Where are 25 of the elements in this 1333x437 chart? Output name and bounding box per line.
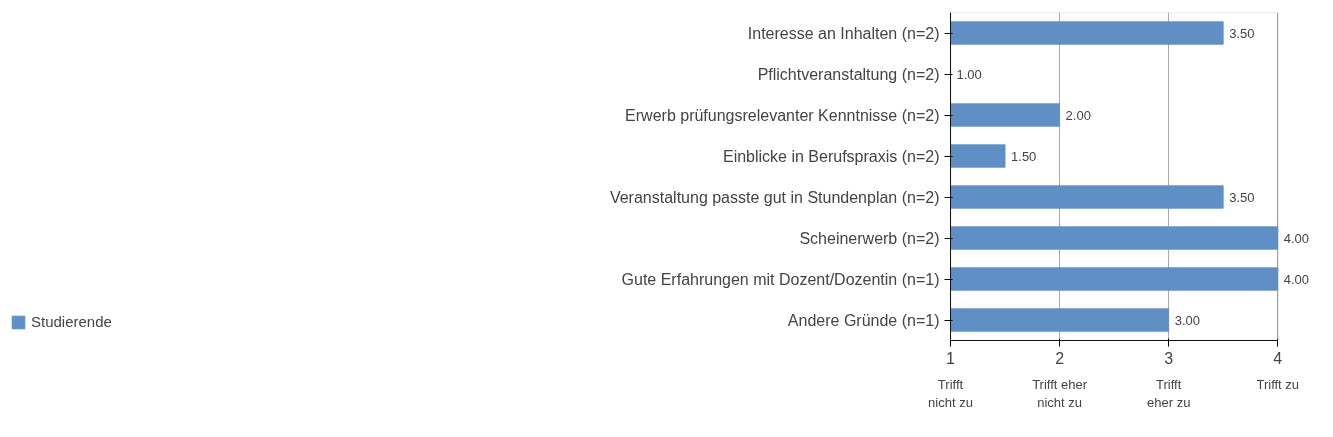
data-label: 4.00 <box>1283 230 1310 246</box>
legend-label: Studierende <box>31 313 112 330</box>
text: Trifft nicht zu <box>928 376 973 410</box>
y-tick-label: Veranstaltung passte gut in Stundenplan (n=2) <box>609 188 940 206</box>
y-tick-label: Einblicke in Berufspraxis (n=2) <box>722 147 940 165</box>
x-tick-label: 1 <box>946 349 956 367</box>
y-tick-label: Pflichtveranstaltung (n=2) <box>757 65 940 83</box>
data-label: 1.00 <box>956 66 982 82</box>
y-tick-label: Scheinerwerb (n=2) <box>799 229 940 247</box>
text: Trifft zu <box>1256 376 1300 392</box>
data-label: 2.00 <box>1065 107 1091 123</box>
y-tick-label: Interesse an Inhalten (n=2) <box>747 24 940 42</box>
data-label: 1.50 <box>1011 148 1037 164</box>
x-tick-label: 4 <box>1273 349 1283 367</box>
y-tick-label: Andere Gründe (n=1) <box>787 311 940 329</box>
data-label: 3.50 <box>1229 189 1255 205</box>
text: Trifft eher nicht zu <box>1032 376 1088 410</box>
data-label: 3.00 <box>1174 312 1200 328</box>
y-tick-label: Erwerb prüfungsrelevanter Kenntnisse (n=2) <box>625 106 940 124</box>
x-tick-label: 3 <box>1164 349 1174 367</box>
x-tick-label: 2 <box>1055 349 1065 367</box>
y-tick-label: Gute Erfahrungen mit Dozent/Dozentin (n=1) <box>621 270 940 288</box>
text: Trifft eher zu <box>1147 376 1191 410</box>
data-label: 3.50 <box>1229 25 1255 41</box>
data-label: 4.00 <box>1283 271 1310 287</box>
